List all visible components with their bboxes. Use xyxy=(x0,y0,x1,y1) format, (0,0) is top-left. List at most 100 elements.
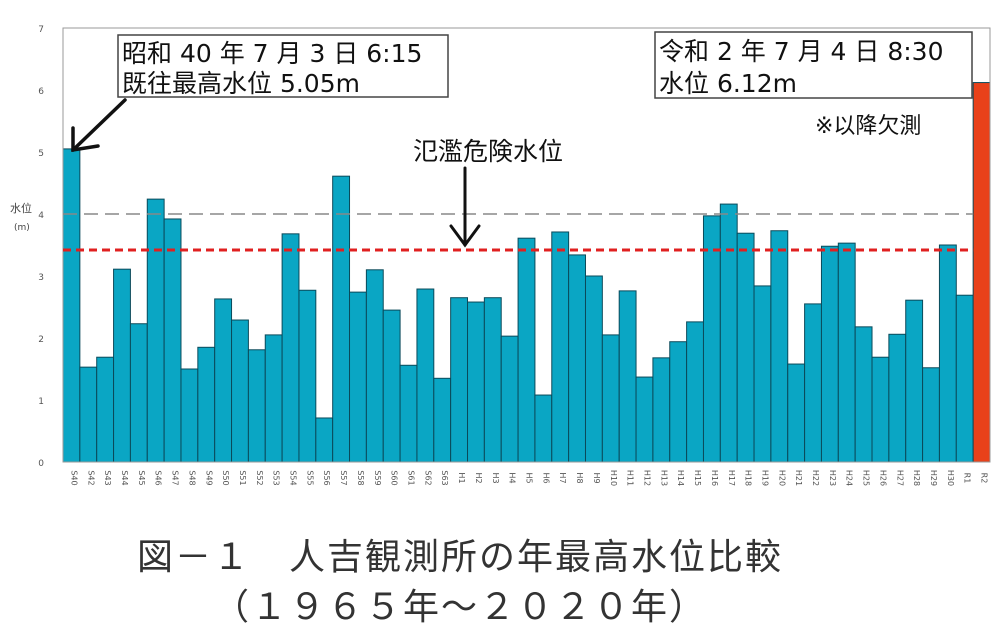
x-tick-label: H3 xyxy=(491,472,500,483)
arrow-down-icon xyxy=(449,166,481,248)
bar xyxy=(231,319,249,463)
bar xyxy=(669,341,688,463)
chart-subtitle: （１９６５年～２０２０年） xyxy=(212,587,707,628)
bar xyxy=(247,349,266,463)
bar xyxy=(365,269,384,463)
x-tick-label: S44 xyxy=(120,470,129,485)
y-tick-label: 6 xyxy=(38,87,44,97)
bar-highlight xyxy=(972,82,991,463)
x-tick-label: S61 xyxy=(407,470,416,485)
bar xyxy=(686,321,704,463)
x-tick-label: H11 xyxy=(626,470,635,486)
bar xyxy=(433,377,452,463)
bar xyxy=(467,301,485,463)
annotation-right-line1: 令和 2 年 7 月 4 日 8:30 xyxy=(659,37,944,66)
bar xyxy=(601,334,620,463)
x-tick-label: R2 xyxy=(980,473,989,484)
x-tick-label: H28 xyxy=(912,470,921,486)
y-tick-label: 0 xyxy=(38,459,44,469)
bar xyxy=(399,364,418,463)
x-tick-label: H4 xyxy=(508,472,517,483)
bar xyxy=(416,288,435,463)
x-tick-label: H9 xyxy=(592,472,601,483)
bar xyxy=(129,323,148,463)
x-tick-label: S60 xyxy=(390,470,399,485)
x-tick-label: H18 xyxy=(744,470,753,486)
x-tick-label: H17 xyxy=(727,470,736,486)
bar xyxy=(871,356,890,463)
x-tick-label: H19 xyxy=(760,470,769,486)
x-tick-label: H25 xyxy=(862,470,871,486)
bar xyxy=(652,357,671,463)
bar xyxy=(450,297,469,463)
x-tick-label: H14 xyxy=(676,470,685,486)
bars xyxy=(62,82,991,463)
bar xyxy=(197,346,216,463)
x-tick-label: H1 xyxy=(457,472,466,483)
x-tick-label: S63 xyxy=(440,470,449,485)
bar xyxy=(635,376,654,463)
bar xyxy=(922,367,940,463)
bar xyxy=(534,394,553,463)
bar xyxy=(770,230,789,463)
bar xyxy=(584,275,603,463)
x-tick-label: H30 xyxy=(946,470,955,486)
bar xyxy=(854,326,873,463)
x-tick-label: S47 xyxy=(171,470,180,485)
reference-lines xyxy=(63,213,974,252)
annotation-right-line2: 水位 6.12m xyxy=(659,69,797,98)
x-tick-label: S48 xyxy=(187,470,196,485)
bar xyxy=(281,233,300,463)
bar xyxy=(264,334,283,463)
x-tick-label: S56 xyxy=(322,470,331,485)
x-tick-label: H27 xyxy=(895,470,904,486)
annotation-note: ※以降欠測 xyxy=(815,114,921,139)
bar xyxy=(315,417,334,463)
bar xyxy=(62,148,81,463)
annotation-box-right xyxy=(654,31,973,99)
plot-frame xyxy=(62,27,991,463)
x-tick-label: S57 xyxy=(339,470,348,485)
bar xyxy=(349,291,367,463)
bar xyxy=(298,289,317,463)
x-tick-label: S62 xyxy=(423,470,432,485)
bar xyxy=(618,290,637,463)
x-tick-label: H10 xyxy=(609,470,618,486)
x-tick-label: S59 xyxy=(373,470,382,485)
arrow-icon xyxy=(71,98,127,153)
x-tick-label: S53 xyxy=(272,470,281,485)
bar xyxy=(517,237,536,463)
bar xyxy=(568,254,586,463)
bar xyxy=(905,299,924,463)
x-tick-label: S43 xyxy=(103,470,112,485)
x-tick-label: H20 xyxy=(777,470,786,486)
x-tick-label: H29 xyxy=(929,470,938,486)
bar xyxy=(820,245,839,463)
bar xyxy=(804,303,822,463)
x-tick-label: S46 xyxy=(154,470,163,485)
y-axis-label: 水位 xyxy=(10,201,32,215)
x-tick-label: S51 xyxy=(238,470,247,485)
chart-title: 図－１ 人吉観測所の年最高水位比較 xyxy=(136,537,783,578)
annotation-box-left xyxy=(117,34,449,98)
bar xyxy=(955,294,974,463)
bar xyxy=(837,242,856,463)
y-tick-label: 5 xyxy=(38,149,44,159)
bar xyxy=(938,244,957,463)
bar xyxy=(888,333,907,463)
bar xyxy=(163,218,182,463)
x-tick-label: R1 xyxy=(963,473,972,484)
bar xyxy=(79,366,98,463)
bar xyxy=(719,203,738,463)
bar xyxy=(113,268,131,463)
y-tick-label: 1 xyxy=(38,397,44,407)
x-tick-label: S45 xyxy=(137,470,146,485)
x-tick-label: S50 xyxy=(221,470,230,485)
bar xyxy=(483,297,502,463)
x-tick-label: H16 xyxy=(710,470,719,486)
x-tick-label: H21 xyxy=(794,470,803,486)
annotation-left-line1: 昭和 40 年 7 月 3 日 6:15 xyxy=(122,39,422,68)
x-tick-label: H5 xyxy=(525,472,534,483)
bar xyxy=(787,363,806,463)
